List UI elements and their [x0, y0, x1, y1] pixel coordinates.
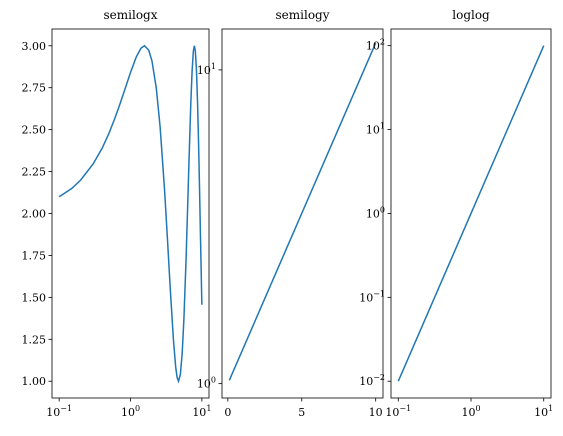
y-tick-label: 10−1 — [359, 289, 385, 304]
panel-title: loglog — [452, 8, 490, 22]
axes-frame — [51, 28, 210, 399]
x-tick-label: 0 — [224, 406, 231, 419]
y-tick-label: 1.00 — [22, 375, 47, 388]
y-tick-label: 3.00 — [22, 40, 47, 53]
y-tick-label: 2.50 — [22, 124, 47, 137]
axes-frame — [390, 28, 552, 399]
panel-title: semilogy — [276, 8, 330, 22]
x-tick-label: 10−1 — [385, 404, 411, 419]
y-tick-label: 102 — [366, 38, 385, 53]
x-tick-label: 100 — [461, 404, 480, 419]
x-tick-label: 100 — [121, 404, 140, 419]
x-tick-label: 10 — [369, 406, 383, 419]
y-tick-label: 101 — [366, 122, 385, 137]
x-tick-label: 10−1 — [46, 404, 72, 419]
y-tick-label: 1.25 — [22, 333, 47, 346]
y-tick-label: 1.75 — [22, 249, 47, 262]
x-tick-label: 5 — [298, 406, 305, 419]
y-tick-label: 2.25 — [22, 166, 47, 179]
x-tick-label: 101 — [192, 404, 211, 419]
y-tick-label: 2.00 — [22, 208, 47, 221]
y-tick-label: 2.75 — [22, 82, 47, 95]
data-line — [58, 44, 203, 384]
data-line — [228, 42, 377, 381]
y-tick-label: 101 — [197, 62, 216, 77]
data-line — [397, 45, 545, 382]
panel-title: semilogx — [104, 8, 158, 22]
y-tick-label: 100 — [197, 376, 216, 391]
axes-frame — [221, 28, 384, 399]
y-tick-label: 1.50 — [22, 291, 47, 304]
x-tick-label: 101 — [534, 404, 553, 419]
y-tick-label: 10−2 — [359, 373, 385, 388]
y-tick-label: 100 — [366, 205, 385, 220]
